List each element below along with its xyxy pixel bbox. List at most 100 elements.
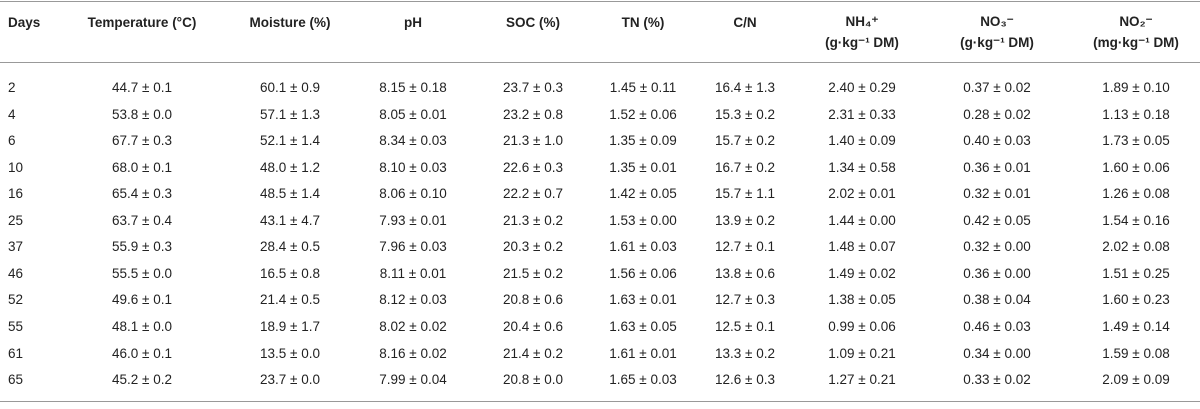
data-cell: 1.63 ± 0.05 [609, 318, 677, 334]
data-cell: 21.5 ± 0.2 [503, 265, 563, 281]
day-cell: 10 [8, 159, 24, 175]
data-cell: 67.7 ± 0.3 [112, 133, 172, 149]
data-cell: 1.52 ± 0.06 [609, 106, 677, 122]
data-cell: 1.61 ± 0.01 [609, 345, 677, 361]
data-cell: 53.8 ± 0.0 [112, 106, 172, 122]
column-header: NO₂⁻ [1119, 14, 1153, 29]
data-cell: 1.40 ± 0.09 [828, 133, 896, 149]
data-cell: 1.51 ± 0.25 [1102, 265, 1170, 281]
day-cell: 61 [8, 345, 24, 361]
header-rule [0, 62, 1200, 63]
data-cell: 60.1 ± 0.9 [260, 80, 320, 95]
data-cell: 0.36 ± 0.01 [963, 159, 1031, 175]
data-cell: 2.02 ± 0.01 [828, 186, 896, 202]
data-cell: 1.65 ± 0.03 [609, 372, 677, 388]
data-cell: 16.7 ± 0.2 [715, 159, 775, 175]
data-cell: 8.15 ± 0.18 [379, 80, 447, 95]
column-header: (g·kg⁻¹ DM) [825, 35, 899, 50]
data-cell: 1.89 ± 0.10 [1102, 80, 1170, 95]
day-cell: 55 [8, 318, 24, 334]
data-cell: 1.35 ± 0.09 [609, 133, 677, 149]
data-cell: 8.34 ± 0.03 [379, 133, 447, 149]
data-cell: 1.34 ± 0.58 [828, 159, 896, 175]
data-cell: 12.7 ± 0.3 [715, 292, 775, 308]
data-cell: 2.09 ± 0.09 [1102, 372, 1170, 388]
data-cell: 2.31 ± 0.33 [828, 106, 896, 122]
data-cell: 15.7 ± 0.2 [715, 133, 775, 149]
data-cell: 0.99 ± 0.06 [828, 318, 896, 334]
column-header: SOC (%) [506, 15, 560, 30]
data-cell: 20.3 ± 0.2 [503, 239, 563, 255]
data-cell: 2.02 ± 0.08 [1102, 239, 1170, 255]
data-cell: 20.4 ± 0.6 [503, 318, 563, 334]
data-cell: 23.2 ± 0.8 [503, 106, 563, 122]
data-cell: 1.35 ± 0.01 [609, 159, 677, 175]
data-cell: 55.9 ± 0.3 [112, 239, 172, 255]
data-cell: 22.6 ± 0.3 [503, 159, 563, 175]
data-cell: 48.0 ± 1.2 [260, 159, 320, 175]
data-cell: 52.1 ± 1.4 [260, 133, 320, 149]
data-cell: 44.7 ± 0.1 [112, 80, 172, 95]
day-cell: 2 [8, 80, 16, 95]
data-cell: 12.5 ± 0.1 [715, 318, 775, 334]
column-header: Moisture (%) [249, 15, 331, 30]
data-cell: 1.56 ± 0.06 [609, 265, 677, 281]
data-cell: 1.53 ± 0.00 [609, 212, 677, 228]
data-cell: 0.32 ± 0.00 [963, 239, 1031, 255]
data-cell: 7.99 ± 0.04 [379, 372, 447, 388]
data-cell: 15.3 ± 0.2 [715, 106, 775, 122]
data-cell: 23.7 ± 0.3 [503, 80, 563, 95]
data-cell: 12.6 ± 0.3 [715, 372, 775, 388]
bottom-rule [0, 401, 1200, 402]
data-cell: 8.05 ± 0.01 [379, 106, 447, 122]
data-cell: 1.38 ± 0.05 [828, 292, 896, 308]
data-cell: 43.1 ± 4.7 [260, 212, 320, 228]
day-cell: 4 [8, 106, 16, 122]
data-cell: 0.33 ± 0.02 [963, 372, 1031, 388]
data-cell: 13.5 ± 0.0 [260, 345, 320, 361]
column-header: (mg·kg⁻¹ DM) [1093, 35, 1179, 50]
data-cell: 13.9 ± 0.2 [715, 212, 775, 228]
data-cell: 0.40 ± 0.03 [963, 133, 1031, 149]
data-cell: 8.16 ± 0.02 [379, 345, 447, 361]
day-cell: 46 [8, 265, 24, 281]
data-cell: 55.5 ± 0.0 [112, 265, 172, 281]
data-cell: 0.42 ± 0.05 [963, 212, 1031, 228]
data-cell: 1.73 ± 0.05 [1102, 133, 1170, 149]
day-cell: 6 [8, 133, 16, 149]
data-cell: 0.28 ± 0.02 [963, 106, 1031, 122]
data-cell: 1.26 ± 0.08 [1102, 186, 1170, 202]
data-cell: 1.48 ± 0.07 [828, 239, 896, 255]
column-header: NH₄⁺ [845, 14, 879, 29]
data-cell: 7.96 ± 0.03 [379, 239, 447, 255]
day-cell: 52 [8, 292, 24, 308]
data-cell: 23.7 ± 0.0 [260, 372, 320, 388]
data-cell: 0.38 ± 0.04 [963, 292, 1031, 308]
data-cell: 45.2 ± 0.2 [112, 372, 172, 388]
data-cell: 1.54 ± 0.16 [1102, 212, 1170, 228]
column-header: NO₃⁻ [980, 14, 1014, 29]
data-cell: 63.7 ± 0.4 [112, 212, 172, 228]
data-cell: 1.61 ± 0.03 [609, 239, 677, 255]
data-cell: 1.49 ± 0.14 [1102, 318, 1170, 334]
data-cell: 1.44 ± 0.00 [828, 212, 896, 228]
data-cell: 18.9 ± 1.7 [260, 318, 320, 334]
data-cell: 8.06 ± 0.10 [379, 186, 447, 202]
data-cell: 22.2 ± 0.7 [503, 186, 563, 202]
data-cell: 7.93 ± 0.01 [379, 212, 447, 228]
data-cell: 21.3 ± 1.0 [503, 133, 563, 149]
data-cell: 48.5 ± 1.4 [260, 186, 320, 202]
column-header: Temperature (°C) [87, 15, 197, 30]
data-cell: 1.27 ± 0.21 [828, 372, 896, 388]
data-cell: 21.4 ± 0.5 [260, 292, 320, 308]
column-header: C/N [733, 15, 757, 30]
data-cell: 8.10 ± 0.03 [379, 159, 447, 175]
data-cell: 20.8 ± 0.0 [503, 372, 563, 388]
data-cell: 1.09 ± 0.21 [828, 345, 896, 361]
top-rule [0, 1, 1200, 2]
data-cell: 13.8 ± 0.6 [715, 265, 775, 281]
data-cell: 68.0 ± 0.1 [112, 159, 172, 175]
data-cell: 65.4 ± 0.3 [112, 186, 172, 202]
data-cell: 13.3 ± 0.2 [715, 345, 775, 361]
